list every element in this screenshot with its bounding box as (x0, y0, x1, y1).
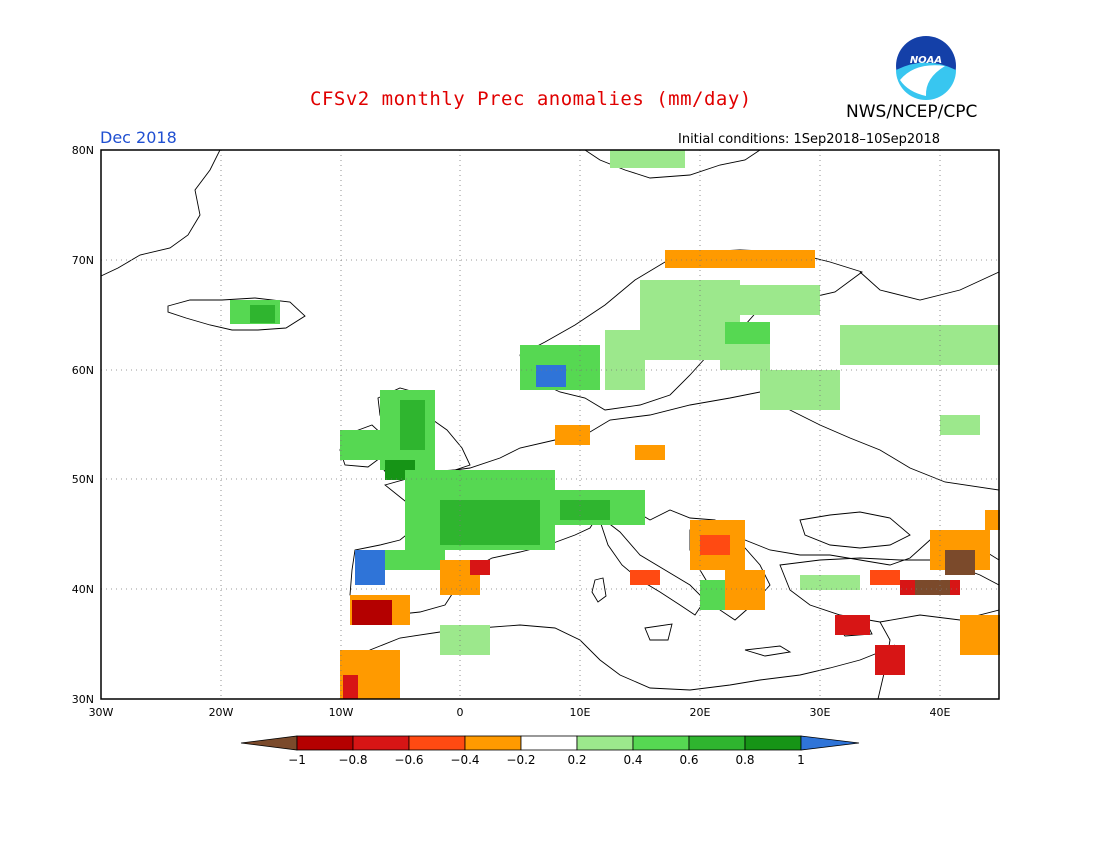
colorbar-tick-label: −1 (288, 753, 306, 767)
lat-label: 30N (72, 693, 94, 706)
lon-label: 40E (930, 706, 951, 719)
logo-text: NOAA (910, 55, 942, 66)
forecast-period: Dec 2018 (100, 128, 177, 147)
latitude-labels: 80N 70N 60N 50N 40N 30N (72, 144, 94, 706)
chart-title: CFSv2 monthly Prec anomalies (mm/day) (310, 88, 752, 110)
greenland-coast (100, 149, 221, 277)
north-africa (339, 624, 896, 700)
iceland (167, 297, 306, 331)
longitude-labels: 30W 20W 10W 0 10E 20E 30E 40E (89, 706, 951, 719)
colorbar-tick-label: 0.8 (735, 753, 754, 767)
lat-label: 60N (72, 364, 94, 377)
lon-label: 30W (89, 706, 114, 719)
colorbar: −1 −0.8 −0.6 −0.4 −0.2 0.2 0.4 0.6 0.8 1 (240, 735, 860, 767)
colorbar-swatch (296, 735, 354, 751)
colorbar-swatch (632, 735, 690, 751)
lon-label: 0 (457, 706, 464, 719)
colorbar-arrow-high (800, 735, 860, 751)
colorbar-swatch (352, 735, 410, 751)
lat-label: 80N (72, 144, 94, 157)
colorbar-swatch (520, 735, 578, 751)
colorbar-swatch (408, 735, 466, 751)
map-frame (100, 149, 1000, 700)
colorbar-tick-label: −0.2 (506, 753, 535, 767)
colorbar-tick-label: 1 (797, 753, 805, 767)
colorbar-swatch (688, 735, 746, 751)
colorbar-tick-label: −0.4 (450, 753, 479, 767)
colorbar-arrow-low (240, 735, 298, 751)
colorbar-tick-label: 0.4 (623, 753, 642, 767)
noaa-logo: NOAA (896, 36, 956, 100)
colorbar-swatch (464, 735, 522, 751)
italy (597, 513, 706, 616)
sardinia (591, 577, 607, 603)
map-background (101, 150, 999, 699)
colorbar-tick-label: −0.8 (338, 753, 367, 767)
anomaly-cells (230, 150, 1000, 699)
lat-label: 40N (72, 583, 94, 596)
lon-label: 30E (810, 706, 831, 719)
colorbar-tick-label: 0.6 (679, 753, 698, 767)
finland-russia-coast (859, 271, 1000, 301)
colorbar-tick-label: −0.6 (394, 753, 423, 767)
lon-label: 10W (329, 706, 354, 719)
lon-label: 20W (209, 706, 234, 719)
lat-label: 50N (72, 473, 94, 486)
svalbard (584, 149, 761, 179)
lon-label: 10E (570, 706, 591, 719)
sicily (644, 623, 673, 641)
colorbar-swatch (576, 735, 634, 751)
crete (744, 645, 792, 657)
map-panel: 80N 70N 60N 50N 40N 30N 30W 20W 10W 0 10… (72, 144, 1000, 719)
lon-label: 20E (690, 706, 711, 719)
colorbar-tick-label: 0.2 (567, 753, 586, 767)
colorbar-swatch (744, 735, 802, 751)
agency-label: NWS/NCEP/CPC (846, 102, 978, 122)
initial-conditions: Initial conditions: 1Sep2018–10Sep2018 (678, 132, 940, 147)
lat-label: 70N (72, 254, 94, 267)
black-sea (799, 511, 911, 549)
